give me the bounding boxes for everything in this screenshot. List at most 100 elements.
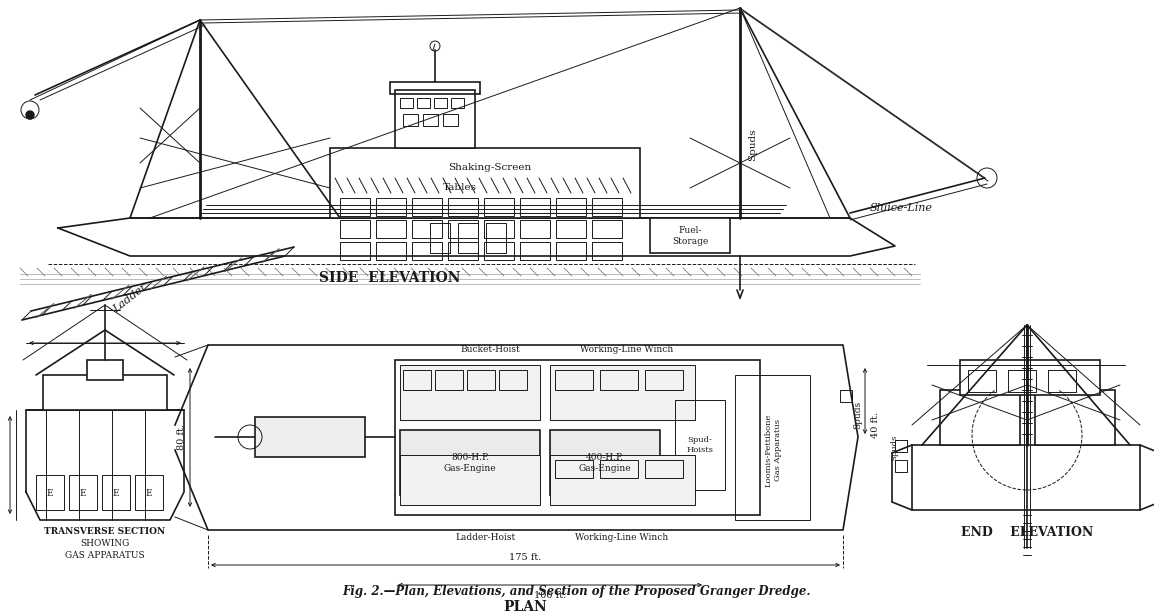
Text: SIDE  ELEVATION: SIDE ELEVATION (320, 271, 460, 285)
Bar (434, 98, 447, 108)
Bar (896, 460, 907, 472)
Text: Working-Line Winch: Working-Line Winch (575, 534, 668, 542)
Text: Spuds: Spuds (854, 401, 862, 429)
Text: 80 ft.: 80 ft. (178, 424, 187, 450)
Bar (424, 114, 439, 126)
Bar (43, 375, 167, 410)
Bar (340, 220, 370, 238)
Bar (448, 220, 478, 238)
Bar (968, 370, 996, 392)
Bar (550, 455, 695, 505)
Bar (430, 223, 450, 253)
Text: END    ELEVATION: END ELEVATION (961, 526, 1093, 539)
Bar (340, 198, 370, 216)
Text: Spuds: Spuds (749, 129, 757, 161)
Bar (403, 114, 418, 126)
Bar (400, 430, 540, 495)
Text: PLAN: PLAN (503, 600, 547, 612)
Bar (484, 242, 514, 260)
Bar (941, 390, 1020, 445)
Polygon shape (27, 410, 183, 520)
Bar (556, 220, 586, 238)
Bar (376, 242, 406, 260)
Bar (458, 223, 478, 253)
Text: 40 ft.: 40 ft. (870, 412, 879, 438)
Text: GAS APPARATUS: GAS APPARATUS (65, 551, 144, 561)
Bar (36, 475, 63, 510)
Bar (400, 365, 540, 420)
Bar (255, 417, 365, 457)
Bar (600, 370, 638, 390)
Bar (675, 400, 725, 490)
Bar (840, 390, 852, 402)
Text: E: E (145, 488, 152, 498)
Bar (520, 220, 550, 238)
Bar (448, 198, 478, 216)
Polygon shape (175, 345, 859, 530)
Text: Tables: Tables (443, 184, 477, 193)
Text: Sluice-Line: Sluice-Line (870, 203, 932, 213)
Bar (395, 90, 475, 148)
Text: 400-H.P.
Gas-Engine: 400-H.P. Gas-Engine (578, 453, 631, 472)
Bar (412, 198, 442, 216)
Bar (592, 220, 622, 238)
Bar (412, 242, 442, 260)
Text: E: E (113, 488, 119, 498)
Bar (550, 430, 660, 495)
Bar (520, 242, 550, 260)
Bar (400, 455, 540, 505)
Bar (486, 223, 505, 253)
Bar (390, 82, 480, 94)
Bar (484, 198, 514, 216)
Bar (912, 445, 1140, 510)
Bar (484, 220, 514, 238)
Bar (645, 370, 683, 390)
Bar (1035, 390, 1115, 445)
Bar (376, 198, 406, 216)
Bar (412, 220, 442, 238)
Bar (592, 242, 622, 260)
Bar (592, 198, 622, 216)
Bar (69, 475, 97, 510)
Text: Bucket-Hoist: Bucket-Hoist (460, 346, 519, 354)
Bar (451, 98, 464, 108)
Text: Fuel-
Storage: Fuel- Storage (672, 226, 709, 245)
Text: 175 ft.: 175 ft. (509, 553, 541, 562)
Bar (556, 198, 586, 216)
Bar (102, 475, 130, 510)
Bar (403, 370, 430, 390)
Bar (330, 148, 640, 218)
Bar (960, 360, 1100, 395)
Text: E: E (46, 488, 53, 498)
Bar (87, 360, 123, 380)
Bar (448, 242, 478, 260)
Bar (1007, 370, 1036, 392)
Text: 800-H.P.
Gas-Engine: 800-H.P. Gas-Engine (443, 453, 496, 472)
Text: Ladder: Ladder (111, 282, 149, 315)
Bar (555, 370, 593, 390)
Bar (499, 370, 527, 390)
Bar (600, 460, 638, 478)
Bar (417, 98, 430, 108)
Bar (556, 242, 586, 260)
Bar (467, 370, 495, 390)
Text: TRANSVERSE SECTION: TRANSVERSE SECTION (44, 528, 166, 537)
Text: Working-Line Winch: Working-Line Winch (580, 346, 673, 354)
Bar (735, 375, 810, 520)
Bar (443, 114, 458, 126)
Circle shape (27, 111, 33, 119)
Bar (650, 218, 730, 253)
Text: SHOWING: SHOWING (81, 540, 129, 548)
Bar (555, 460, 593, 478)
Text: Fig. 2.—Plan, Elevations, and Section of the Proposed Granger Dredge.: Fig. 2.—Plan, Elevations, and Section of… (343, 585, 811, 598)
Text: 100 ft.: 100 ft. (534, 591, 567, 600)
Text: E: E (80, 488, 87, 498)
Bar (435, 370, 463, 390)
Bar (340, 242, 370, 260)
Text: Spud-
Hoists: Spud- Hoists (687, 436, 713, 453)
Bar (896, 440, 907, 452)
Text: Spuds: Spuds (890, 435, 898, 461)
Text: Ladder-Hoist: Ladder-Hoist (455, 534, 515, 542)
Text: Loomis-Pettibone
Gas Apparatus: Loomis-Pettibone Gas Apparatus (764, 413, 781, 487)
Text: Shaking-Screen: Shaking-Screen (449, 163, 532, 171)
